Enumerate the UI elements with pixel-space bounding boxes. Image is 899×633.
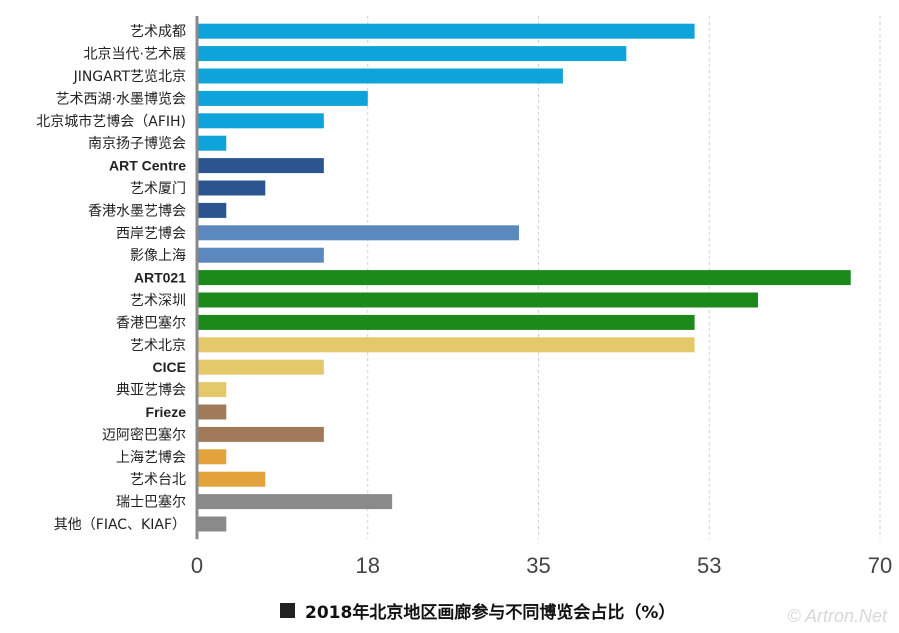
bar <box>197 46 627 62</box>
category-label: 上海艺博会 <box>116 449 186 466</box>
category-label: 艺术北京 <box>130 338 186 354</box>
x-tick-label: 53 <box>697 553 721 578</box>
x-tick-label: 18 <box>356 553 380 578</box>
category-label: 艺术台北 <box>130 472 186 488</box>
category-label: 艺术厦门 <box>130 181 186 197</box>
category-label: 艺术西湖·水墨博览会 <box>56 90 186 107</box>
bar <box>197 382 227 398</box>
bar <box>197 314 695 330</box>
category-label: JINGART艺览北京 <box>73 69 186 85</box>
category-label: 迈阿密巴塞尔 <box>102 426 186 443</box>
legend-swatch <box>280 603 295 618</box>
category-label: 北京当代·艺术展 <box>84 47 186 63</box>
bar <box>197 68 563 84</box>
category-label: 香港水墨艺博会 <box>88 202 186 219</box>
category-label: 西岸艺博会 <box>116 225 186 242</box>
bar <box>197 247 324 263</box>
bar <box>197 292 759 308</box>
bar <box>197 359 324 375</box>
x-tick-label: 70 <box>868 553 892 578</box>
bar <box>197 113 324 129</box>
category-label: 北京城市艺博会（AFIH) <box>36 113 186 130</box>
category-label: 香港巴塞尔 <box>116 314 186 331</box>
bar <box>197 516 227 532</box>
bar <box>197 180 266 196</box>
bar <box>197 158 324 174</box>
bar <box>197 426 324 442</box>
category-label: 瑞士巴塞尔 <box>116 494 186 511</box>
bar <box>197 337 695 353</box>
category-label: 其他（FIAC、KIAF） <box>54 517 186 533</box>
bar <box>197 135 227 151</box>
bar <box>197 494 393 510</box>
category-label: 艺术深圳 <box>130 293 186 309</box>
watermark: © Artron.Net <box>787 606 887 626</box>
legend-label: 2018年北京地区画廊参与不同博览会占比（%） <box>305 603 676 623</box>
x-tick-label: 0 <box>191 553 203 578</box>
category-label: ART Centre <box>109 158 186 174</box>
category-label: 南京扬子博览会 <box>88 135 186 152</box>
bar <box>197 404 227 420</box>
category-label: 艺术成都 <box>130 24 186 40</box>
bar <box>197 90 368 106</box>
category-label: 典亚艺博会 <box>116 382 186 399</box>
bar <box>197 225 519 241</box>
category-label: ART021 <box>134 270 186 286</box>
bar <box>197 23 695 39</box>
category-label: Frieze <box>146 404 187 420</box>
x-tick-label: 35 <box>526 553 550 578</box>
bar <box>197 270 851 286</box>
bar <box>197 471 266 487</box>
legend: 2018年北京地区画廊参与不同博览会占比（%） <box>280 598 675 623</box>
bar <box>197 449 227 465</box>
bar <box>197 202 227 218</box>
category-label: CICE <box>153 359 186 375</box>
category-label: 影像上海 <box>130 248 186 264</box>
